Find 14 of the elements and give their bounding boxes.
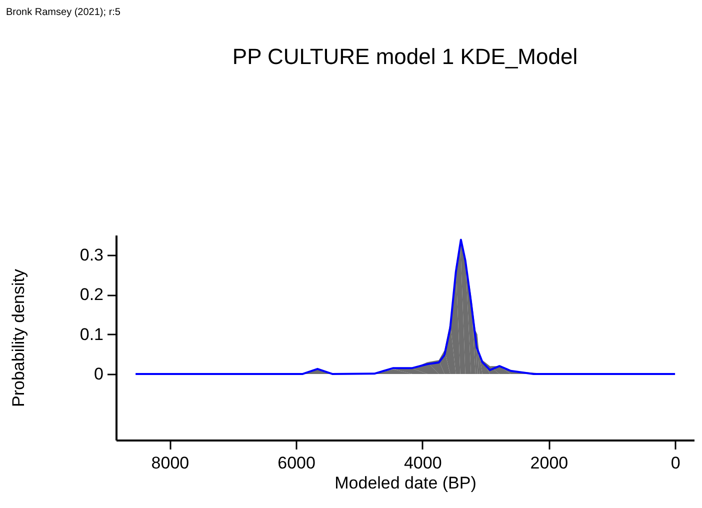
y-axis-title: Probability density [8, 268, 28, 407]
text: Bronk Ramsey (2021); r:5 [6, 7, 121, 18]
x-tick-label: 4000 [404, 454, 442, 472]
y-tick-label: 0.2 [80, 285, 104, 304]
x-tick-label: 0 [670, 454, 680, 472]
x-tick-label: 6000 [278, 454, 316, 472]
line-series [134, 238, 676, 376]
y-tick-label: 0 [94, 364, 104, 384]
x-tick-label: 8000 [151, 454, 190, 472]
y-tick-label: 0.1 [80, 324, 104, 344]
chart-title: PP CULTURE model 1 KDE_Model [232, 44, 578, 69]
x-tick-label: 2000 [530, 454, 568, 472]
x-axis-title: Modeled date (BP) [334, 474, 476, 492]
y-tick-label: 0.3 [80, 245, 104, 264]
